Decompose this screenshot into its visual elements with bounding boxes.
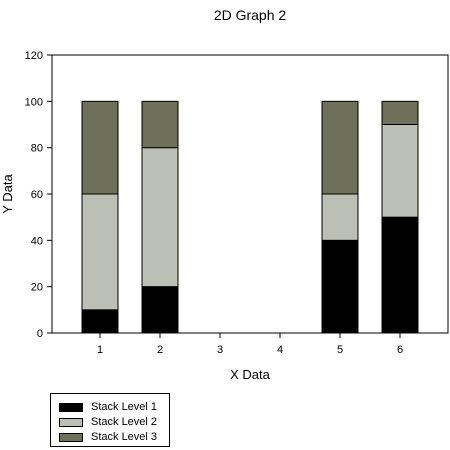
- legend-item-stack-level-2: Stack Level 2: [59, 415, 157, 429]
- x-tick-label: 6: [397, 344, 403, 356]
- legend-label: Stack Level 3: [91, 431, 158, 443]
- legend-swatch: [59, 417, 83, 427]
- y-tick-label: 20: [31, 282, 43, 294]
- y-tick-label: 100: [25, 96, 43, 108]
- legend-item-stack-level-3: Stack Level 3: [59, 430, 157, 444]
- bar-segment-x5-level-3: [321, 100, 359, 195]
- bar-segment-x6-level-3: [381, 100, 419, 126]
- y-tick-label: 40: [31, 235, 43, 247]
- x-tick-label: 4: [277, 344, 283, 356]
- bar-segment-x5-level-2: [321, 193, 359, 241]
- legend: Stack Level 1 Stack Level 2 Stack Level …: [50, 393, 170, 447]
- chart-title: 2D Graph 2: [214, 7, 287, 23]
- x-tick-label: 2: [157, 344, 163, 356]
- x-axis: 1 2 3 4 5 6: [97, 333, 403, 356]
- y-axis-label: Y Data: [0, 173, 15, 213]
- legend-label: Stack Level 1: [91, 401, 158, 413]
- legend-item-stack-level-1: Stack Level 1: [59, 400, 157, 414]
- bar-segment-x2-level-1: [141, 286, 179, 334]
- bar-segment-x2-level-3: [141, 100, 179, 149]
- bar-segment-x5-level-1: [321, 239, 359, 334]
- bar-segment-x6-level-1: [381, 216, 419, 334]
- bar-segment-x1-level-2: [81, 193, 119, 311]
- x-tick-label: 5: [337, 344, 343, 356]
- bar-layer: [81, 100, 419, 334]
- legend-swatch: [59, 402, 83, 412]
- bar-segment-x6-level-2: [381, 124, 419, 218]
- x-tick-label: 1: [97, 344, 103, 356]
- y-tick-label: 0: [37, 328, 43, 340]
- bar-segment-x1-level-3: [81, 100, 119, 195]
- y-tick-label: 80: [31, 143, 43, 155]
- x-tick-label: 3: [217, 344, 223, 356]
- y-tick-label: 120: [25, 50, 43, 62]
- legend-swatch: [59, 432, 83, 442]
- legend-label: Stack Level 2: [91, 416, 158, 428]
- y-tick-label: 60: [31, 189, 43, 201]
- y-axis: 0 20 40 60 80 100 120: [25, 50, 52, 340]
- x-axis-label: X Data: [230, 367, 271, 382]
- bar-segment-x2-level-2: [141, 147, 179, 288]
- bar-segment-x1-level-1: [81, 309, 119, 334]
